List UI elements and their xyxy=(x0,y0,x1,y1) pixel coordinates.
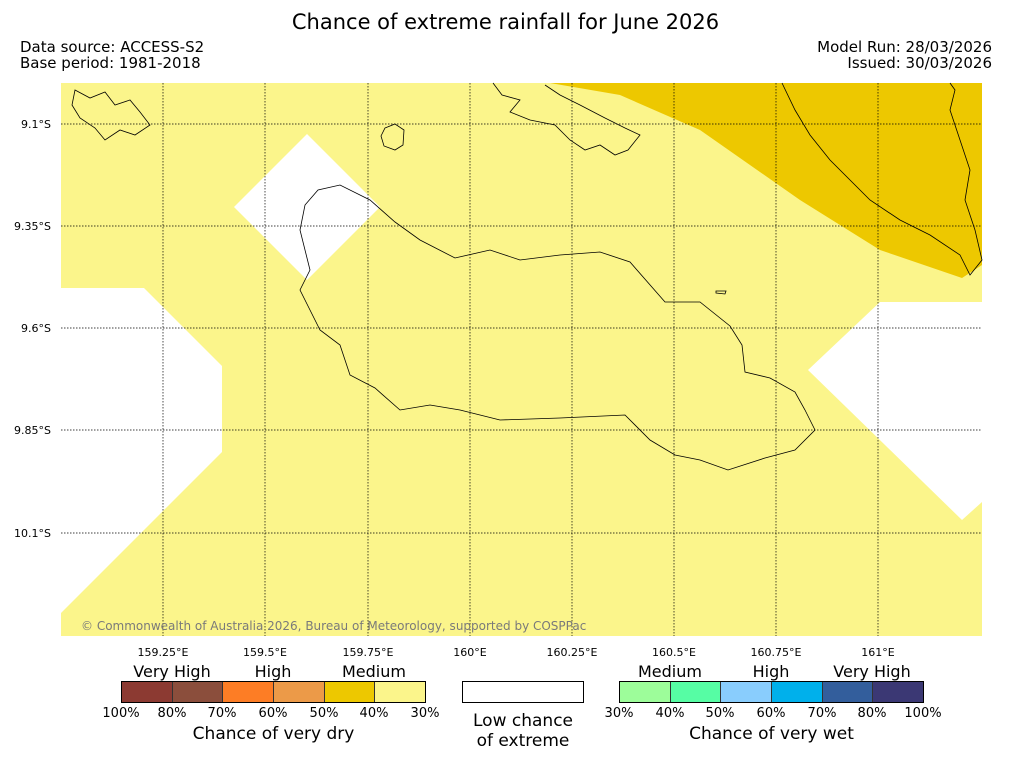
dry-category-medium: Medium xyxy=(342,662,406,681)
lon-label: 159.5°E xyxy=(243,646,287,659)
wet-tick: 100% xyxy=(904,706,942,721)
copyright-credit: © Commonwealth of Australia 2026, Bureau… xyxy=(81,619,586,633)
wet-swatch xyxy=(873,682,924,702)
wet-category-high: High xyxy=(752,662,790,681)
wet-tick: 70% xyxy=(807,706,837,721)
wet-tick: 40% xyxy=(655,706,685,721)
coast-malaita xyxy=(781,82,983,276)
lon-label: 159.75°E xyxy=(343,646,394,659)
wet-swatch xyxy=(772,682,823,702)
dry-swatch xyxy=(375,682,426,702)
lat-label: 9.1°S xyxy=(21,118,51,131)
lon-label: 160.75°E xyxy=(751,646,802,659)
low-chance-zone-north xyxy=(234,134,380,280)
lon-label: 160.5°E xyxy=(652,646,696,659)
dry-swatch xyxy=(274,682,325,702)
dry-colorbar xyxy=(121,681,426,703)
dry-tick: 40% xyxy=(359,706,389,721)
dry-swatch xyxy=(172,682,224,702)
dry-caption: Chance of very dry xyxy=(192,724,355,744)
low-chance-line1: Low chance xyxy=(473,711,573,731)
lon-label: 160°E xyxy=(453,646,486,659)
dry-tick: 100% xyxy=(102,706,140,721)
lon-label: 160.25°E xyxy=(547,646,598,659)
wet-swatch xyxy=(822,682,874,702)
coast-florida xyxy=(492,82,641,156)
dry-tick: 70% xyxy=(207,706,237,721)
wet-category-medium: Medium xyxy=(638,662,702,681)
coast-islet xyxy=(715,290,727,295)
wet-tick: 60% xyxy=(756,706,786,721)
lat-label: 9.6°S xyxy=(21,322,51,335)
data-source-info: Data source: ACCESS-S2 Base period: 1981… xyxy=(20,39,204,71)
lat-label: 9.85°S xyxy=(14,424,51,437)
dry-swatch xyxy=(223,682,275,702)
map-title: Chance of extreme rainfall for June 2026 xyxy=(291,10,720,34)
low-chance-line2: of extreme xyxy=(476,731,570,751)
base-period-text: Base period: 1981-2018 xyxy=(20,54,201,72)
lon-label: 159.25°E xyxy=(138,646,189,659)
dry-swatch xyxy=(122,682,173,702)
wet-tick: 30% xyxy=(604,706,634,721)
issued-text: Issued: 30/03/2026 xyxy=(847,54,992,72)
wet-caption: Chance of very wet xyxy=(689,724,854,744)
wet-tick: 50% xyxy=(705,706,735,721)
dry-category-high: High xyxy=(254,662,292,681)
dry-category-very-high: Very High xyxy=(133,662,211,681)
dry-tick: 50% xyxy=(309,706,339,721)
coast-savo xyxy=(380,123,405,151)
lat-label: 9.35°S xyxy=(14,220,51,233)
dry-swatch xyxy=(324,682,376,702)
coast-russell xyxy=(71,89,151,141)
wet-swatch xyxy=(670,682,722,702)
low-chance-zone-west xyxy=(61,288,222,613)
wet-colorbar xyxy=(619,681,924,703)
low-chance-caption: Low chance of extreme xyxy=(452,711,594,751)
low-chance-swatch xyxy=(462,681,584,703)
data-source-text: Data source: ACCESS-S2 xyxy=(20,38,205,56)
dry-tick: 60% xyxy=(258,706,288,721)
model-run-text: Model Run: 28/03/2026 xyxy=(817,38,992,56)
model-run-info: Model Run: 28/03/2026 Issued: 30/03/2026 xyxy=(817,39,992,71)
wet-swatch xyxy=(721,682,773,702)
wet-tick: 80% xyxy=(857,706,887,721)
lon-label: 161°E xyxy=(861,646,894,659)
dry-tick: 30% xyxy=(410,706,440,721)
low-chance-zone-east xyxy=(808,302,982,520)
high-dry-zone xyxy=(550,83,982,278)
wet-category-very-high: Very High xyxy=(833,662,911,681)
dry-tick: 80% xyxy=(157,706,187,721)
wet-swatch xyxy=(620,682,671,702)
lat-label: 10.1°S xyxy=(14,527,51,540)
graticule xyxy=(61,83,982,636)
